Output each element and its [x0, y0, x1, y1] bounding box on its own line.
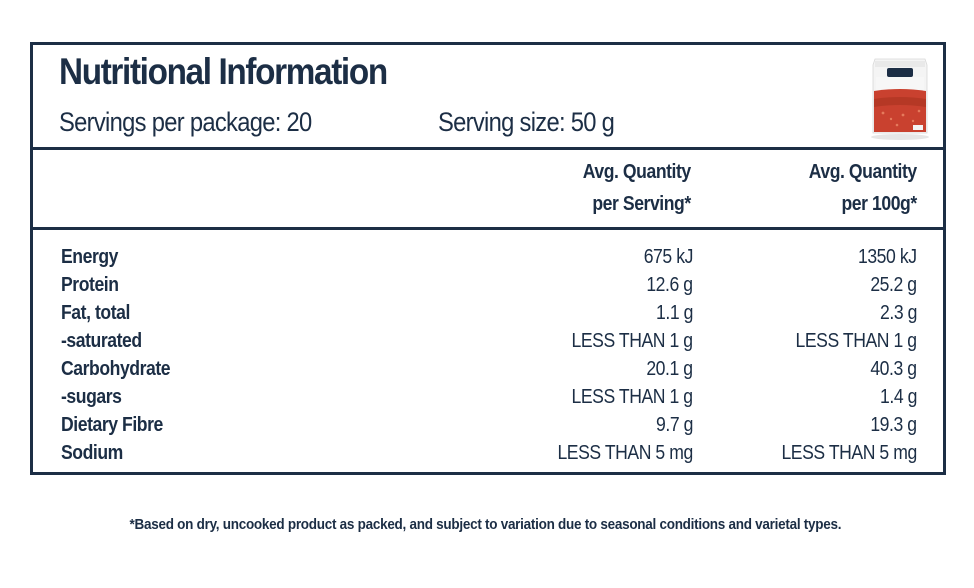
table-row: Fat, total 1.1 g 2.3 g [33, 299, 943, 327]
page-title: Nutritional Information [59, 51, 388, 92]
table-row: Energy 675 kJ 1350 kJ [33, 243, 943, 271]
per-100g-value: 1350 kJ [858, 246, 917, 268]
per-serving-value: 675 kJ [643, 246, 694, 268]
table-row: Sodium LESS THAN 5 mg LESS THAN 5 mg [33, 439, 943, 467]
nutrient-name: Fat, total [61, 302, 130, 324]
per-100g-value: 19.3 g [870, 414, 918, 436]
per-serving-value: 12.6 g [646, 274, 694, 296]
per-serving-value: LESS THAN 1 g [571, 330, 694, 352]
per-serving-value: 9.7 g [656, 414, 693, 436]
per-100g-value: 1.4 g [880, 386, 917, 408]
serving-size: Serving size: 50 g [438, 107, 615, 137]
nutrient-name: Sodium [61, 442, 123, 464]
per-100g-header: Avg. Quantity per 100g* [808, 161, 917, 215]
nutrient-name: Protein [61, 274, 119, 296]
nutrient-name: Carbohydrate [61, 358, 171, 380]
table-row: Protein 12.6 g 25.2 g [33, 271, 943, 299]
per-serving-value: 1.1 g [656, 302, 693, 324]
nutrient-name: -sugars [61, 386, 122, 408]
table-row: -sugars LESS THAN 1 g 1.4 g [33, 383, 943, 411]
nutrient-table: Energy 675 kJ 1350 kJ Protein 12.6 g 25.… [33, 243, 943, 467]
table-row: Carbohydrate 20.1 g 40.3 g [33, 355, 943, 383]
nutrient-name: Energy [61, 246, 119, 268]
nutrient-name: Dietary Fibre [61, 414, 163, 436]
panel-header: Nutritional Information Servings per pac… [33, 45, 943, 150]
per-100g-value: 25.2 g [870, 274, 918, 296]
per-100g-value: 2.3 g [880, 302, 917, 324]
table-row: Dietary Fibre 9.7 g 19.3 g [33, 411, 943, 439]
nutrient-name: -saturated [61, 330, 142, 352]
per-serving-value: LESS THAN 5 mg [557, 442, 694, 464]
footnote: *Based on dry, uncooked product as packe… [129, 516, 841, 533]
per-serving-value: 20.1 g [646, 358, 694, 380]
per-100g-value: LESS THAN 5 mg [781, 442, 918, 464]
per-100g-value: 40.3 g [870, 358, 918, 380]
per-100g-value: LESS THAN 1 g [795, 330, 918, 352]
column-headers: Avg. Quantity per Serving* Avg. Quantity… [33, 150, 943, 230]
nutrition-panel: Nutritional Information Servings per pac… [30, 42, 946, 475]
lentils-package-icon [871, 58, 929, 140]
servings-per-package: Servings per package: 20 [59, 107, 312, 137]
per-serving-header: Avg. Quantity per Serving* [582, 161, 691, 215]
table-row: -saturated LESS THAN 1 g LESS THAN 1 g [33, 327, 943, 355]
per-serving-value: LESS THAN 1 g [571, 386, 694, 408]
